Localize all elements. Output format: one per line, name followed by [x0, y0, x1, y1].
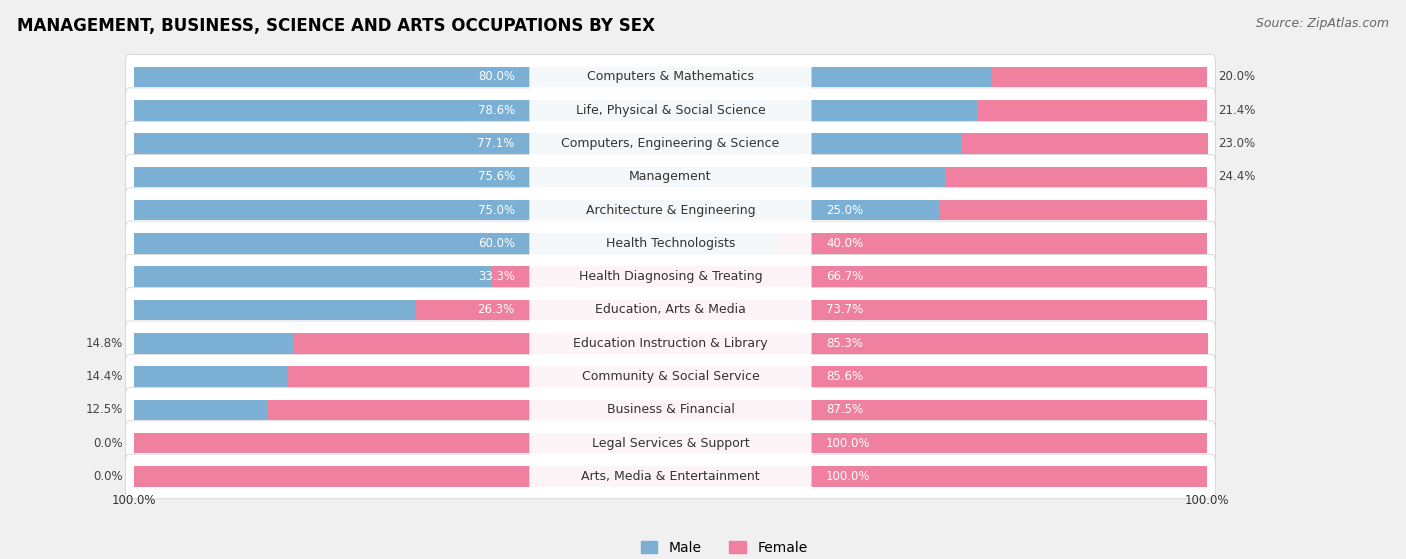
Text: 80.0%: 80.0% [478, 70, 515, 83]
FancyBboxPatch shape [529, 130, 811, 158]
FancyBboxPatch shape [529, 396, 811, 424]
Text: Legal Services & Support: Legal Services & Support [592, 437, 749, 449]
Text: 73.7%: 73.7% [827, 304, 863, 316]
FancyBboxPatch shape [529, 329, 811, 357]
Text: 23.0%: 23.0% [1218, 137, 1254, 150]
Text: Education, Arts & Media: Education, Arts & Media [595, 304, 745, 316]
FancyBboxPatch shape [125, 454, 1216, 499]
Text: 24.4%: 24.4% [1218, 170, 1256, 183]
FancyBboxPatch shape [529, 196, 811, 224]
Text: 12.5%: 12.5% [86, 404, 124, 416]
Text: Life, Physical & Social Science: Life, Physical & Social Science [575, 104, 765, 117]
FancyBboxPatch shape [134, 100, 977, 121]
FancyBboxPatch shape [962, 133, 1208, 154]
Text: 25.0%: 25.0% [827, 203, 863, 217]
Text: Health Diagnosing & Treating: Health Diagnosing & Treating [579, 270, 762, 283]
FancyBboxPatch shape [125, 321, 1216, 366]
FancyBboxPatch shape [134, 233, 778, 254]
Text: 77.1%: 77.1% [478, 137, 515, 150]
FancyBboxPatch shape [945, 167, 1206, 187]
Text: 100.0%: 100.0% [111, 494, 156, 507]
FancyBboxPatch shape [134, 400, 269, 420]
Text: 0.0%: 0.0% [94, 437, 124, 449]
FancyBboxPatch shape [529, 63, 811, 91]
FancyBboxPatch shape [491, 267, 1206, 287]
FancyBboxPatch shape [134, 67, 993, 87]
Text: 60.0%: 60.0% [478, 237, 515, 250]
Text: 100.0%: 100.0% [827, 470, 870, 483]
FancyBboxPatch shape [292, 333, 1208, 354]
FancyBboxPatch shape [125, 221, 1216, 266]
FancyBboxPatch shape [134, 300, 416, 320]
FancyBboxPatch shape [125, 421, 1216, 466]
Text: 40.0%: 40.0% [827, 237, 863, 250]
FancyBboxPatch shape [529, 96, 811, 124]
FancyBboxPatch shape [269, 400, 1206, 420]
Text: 75.6%: 75.6% [478, 170, 515, 183]
Text: 85.3%: 85.3% [827, 337, 863, 350]
Text: Source: ZipAtlas.com: Source: ZipAtlas.com [1256, 17, 1389, 30]
Text: MANAGEMENT, BUSINESS, SCIENCE AND ARTS OCCUPATIONS BY SEX: MANAGEMENT, BUSINESS, SCIENCE AND ARTS O… [17, 17, 655, 35]
FancyBboxPatch shape [529, 296, 811, 324]
FancyBboxPatch shape [125, 288, 1216, 332]
FancyBboxPatch shape [125, 354, 1216, 399]
Text: Arts, Media & Entertainment: Arts, Media & Entertainment [581, 470, 759, 483]
FancyBboxPatch shape [125, 55, 1216, 100]
FancyBboxPatch shape [134, 466, 1206, 487]
FancyBboxPatch shape [134, 366, 288, 387]
Text: Computers, Engineering & Science: Computers, Engineering & Science [561, 137, 779, 150]
Text: 75.0%: 75.0% [478, 203, 515, 217]
Text: 66.7%: 66.7% [827, 270, 863, 283]
FancyBboxPatch shape [134, 267, 491, 287]
FancyBboxPatch shape [125, 154, 1216, 199]
FancyBboxPatch shape [529, 263, 811, 291]
Legend: Male, Female: Male, Female [641, 541, 807, 555]
FancyBboxPatch shape [529, 229, 811, 257]
FancyBboxPatch shape [416, 300, 1206, 320]
Text: 85.6%: 85.6% [827, 370, 863, 383]
FancyBboxPatch shape [125, 88, 1216, 132]
Text: 14.4%: 14.4% [86, 370, 124, 383]
Text: 20.0%: 20.0% [1218, 70, 1254, 83]
FancyBboxPatch shape [134, 167, 945, 187]
Text: Community & Social Service: Community & Social Service [582, 370, 759, 383]
FancyBboxPatch shape [529, 429, 811, 457]
Text: 33.3%: 33.3% [478, 270, 515, 283]
FancyBboxPatch shape [939, 200, 1206, 220]
FancyBboxPatch shape [134, 433, 1206, 453]
Text: 100.0%: 100.0% [827, 437, 870, 449]
Text: 0.0%: 0.0% [94, 470, 124, 483]
FancyBboxPatch shape [125, 254, 1216, 299]
FancyBboxPatch shape [125, 188, 1216, 233]
FancyBboxPatch shape [529, 163, 811, 191]
FancyBboxPatch shape [529, 363, 811, 391]
Text: 100.0%: 100.0% [1185, 494, 1229, 507]
Text: Education Instruction & Library: Education Instruction & Library [574, 337, 768, 350]
FancyBboxPatch shape [134, 333, 292, 354]
Text: 14.8%: 14.8% [86, 337, 124, 350]
Text: Health Technologists: Health Technologists [606, 237, 735, 250]
Text: 78.6%: 78.6% [478, 104, 515, 117]
FancyBboxPatch shape [125, 387, 1216, 432]
Text: 87.5%: 87.5% [827, 404, 863, 416]
FancyBboxPatch shape [529, 462, 811, 490]
FancyBboxPatch shape [134, 200, 939, 220]
Text: Management: Management [630, 170, 711, 183]
Text: Architecture & Engineering: Architecture & Engineering [586, 203, 755, 217]
Text: 26.3%: 26.3% [478, 304, 515, 316]
FancyBboxPatch shape [977, 100, 1206, 121]
Text: Business & Financial: Business & Financial [606, 404, 734, 416]
FancyBboxPatch shape [778, 233, 1206, 254]
Text: Computers & Mathematics: Computers & Mathematics [586, 70, 754, 83]
Text: 21.4%: 21.4% [1218, 104, 1256, 117]
FancyBboxPatch shape [125, 121, 1216, 166]
FancyBboxPatch shape [288, 366, 1206, 387]
FancyBboxPatch shape [134, 133, 962, 154]
FancyBboxPatch shape [993, 67, 1206, 87]
